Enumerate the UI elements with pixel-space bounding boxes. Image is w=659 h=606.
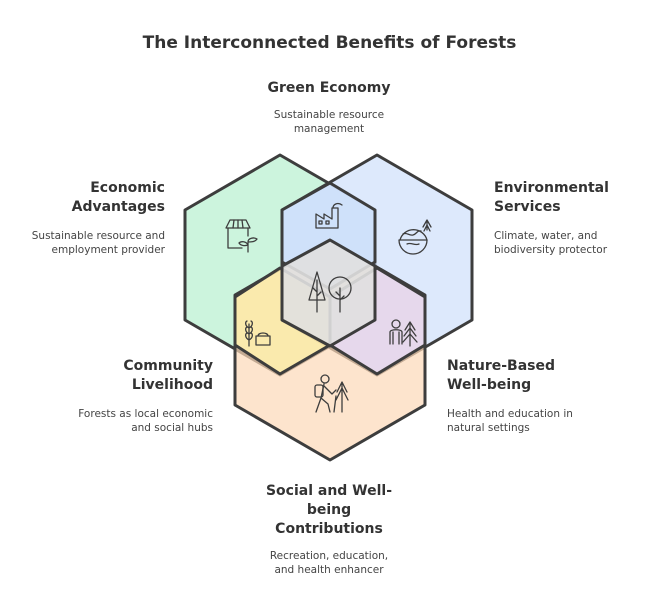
heading-environmental-line1: Environmental <box>494 180 609 196</box>
desc-economic-line1: Sustainable resource and <box>31 230 165 242</box>
label-green-economy: Green Economy Sustainable resource manag… <box>229 79 429 136</box>
desc-environmental-line2: biodiversity protector <box>494 244 608 256</box>
desc-nature-line2: natural settings <box>447 422 530 434</box>
diagram-title: The Interconnected Benefits of Forests <box>142 33 517 53</box>
label-nature-wellbeing: Nature-Based Well-being Health and educa… <box>447 357 627 435</box>
desc-community-line2: and social hubs <box>131 422 213 434</box>
wheat-basket-icon <box>245 320 271 347</box>
heading-economic-line1: Economic <box>90 180 165 196</box>
heading-economic-line2: Advantages <box>71 199 165 215</box>
heading-social-line2: being <box>306 502 352 518</box>
store-plant-icon <box>225 219 258 253</box>
hiker-icon <box>314 374 349 413</box>
desc-environmental-line1: Climate, water, and <box>494 230 598 242</box>
heading-nature-line2: Well-being <box>447 377 532 393</box>
hexagon-center[interactable] <box>280 238 377 348</box>
heading-nature-line1: Nature-Based <box>447 358 556 374</box>
desc-community-line1: Forests as local economic <box>78 408 213 420</box>
heading-green-economy: Green Economy <box>267 80 391 96</box>
desc-economic-line2: employment provider <box>51 244 165 256</box>
label-environmental-services: Environmental Services Climate, water, a… <box>494 179 654 257</box>
desc-nature-line1: Health and education in <box>447 408 573 420</box>
heading-community-line1: Community <box>123 358 213 374</box>
desc-social-line1: Recreation, education, <box>269 550 389 562</box>
desc-social-line2: and health enhancer <box>274 564 384 576</box>
factory-icon <box>315 202 343 229</box>
heading-environmental-line2: Services <box>494 199 561 215</box>
label-community-livelihood: Community Livelihood Forests as local ec… <box>40 357 213 435</box>
forest-trees-icon <box>308 271 352 313</box>
globe-tree-icon <box>398 219 432 255</box>
desc-green-economy-line1: Sustainable resource <box>273 109 385 121</box>
label-economic-advantages: Economic Advantages Sustainable resource… <box>10 179 165 257</box>
label-social-contributions: Social and Well- being Contributions Rec… <box>229 482 429 577</box>
heading-community-line2: Livelihood <box>131 377 213 393</box>
heading-social-line3: Contributions <box>275 521 383 537</box>
desc-green-economy-line2: management <box>293 123 365 135</box>
heading-social-line1: Social and Well- <box>265 483 393 499</box>
person-tree-icon <box>389 319 418 347</box>
